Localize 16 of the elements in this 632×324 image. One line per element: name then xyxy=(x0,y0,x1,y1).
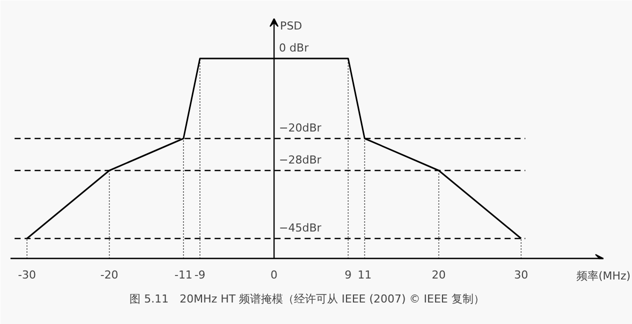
x-axis-title: 频率(MHz) xyxy=(576,270,631,282)
y-tick-label: 0 dBr xyxy=(279,42,310,54)
x-tick-label: -9 xyxy=(194,268,206,282)
caption: 图 5.11 20MHz HT 频谱掩模（经许可从 IEEE (2007) © IEEE 复制） xyxy=(130,292,484,306)
x-tick-label: -20 xyxy=(100,268,118,282)
x-tick-label: 0 xyxy=(270,268,278,282)
x-tick-label: -11 xyxy=(174,268,192,282)
y-tick-label: −45dBr xyxy=(279,222,322,234)
x-tick-label: 20 xyxy=(432,268,446,282)
x-tick-label: 11 xyxy=(358,268,372,282)
x-tick-label: 9 xyxy=(344,268,352,282)
x-tick-label: 30 xyxy=(514,268,528,282)
y-axis-title: PSD xyxy=(280,20,302,32)
y-tick-label: −28dBr xyxy=(279,154,322,166)
y-tick-label: −20dBr xyxy=(279,122,322,134)
x-tick-label: -30 xyxy=(18,268,36,282)
